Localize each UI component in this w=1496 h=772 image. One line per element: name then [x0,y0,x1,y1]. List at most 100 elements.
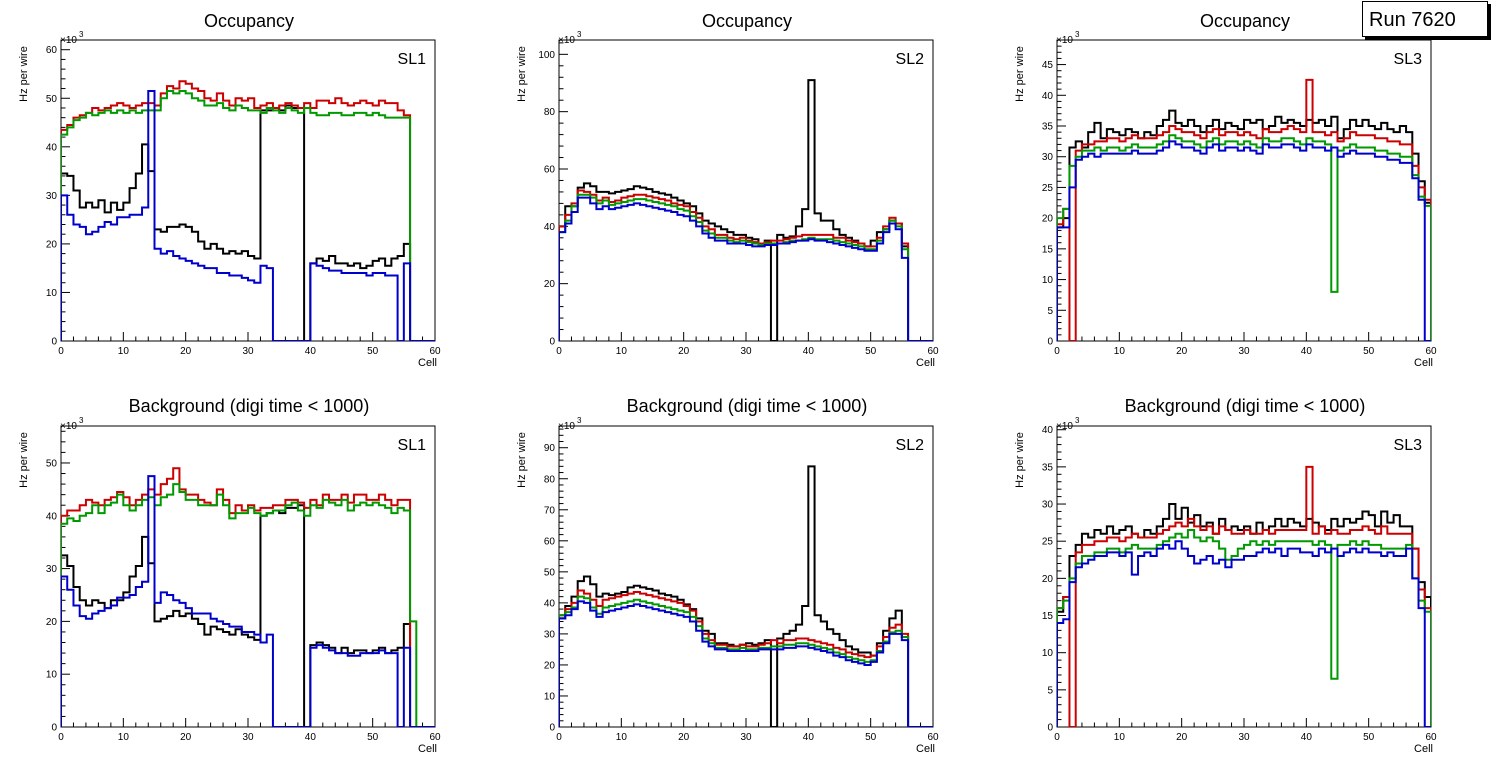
y-tick-label: 10 [544,691,556,702]
chart-panel-occupancy-sl1: Occupancy ×10 3 Hz per wire Cell SL1 0 10… [0,0,498,386]
chart-panel-occupancy-sl2: Occupancy ×10 3 Hz per wire Cell SL2 0 10… [498,0,996,386]
x-tick-label: 20 [180,346,192,357]
y-tick-label: 15 [1042,244,1054,255]
x-tick-label: 60 [1425,732,1437,743]
plot-area: 0 10 20 30 40 50 60 0 5 10 15 20 25 30 35 40 [1042,425,1437,743]
y-tick-label: 50 [46,94,58,105]
x-tick-label: 60 [1425,346,1437,357]
series-green [1057,529,1431,727]
chart-title: Occupancy [702,11,792,31]
y-tick-label: 100 [538,50,555,61]
run-number-label: Run 7620 [1362,1,1488,37]
x-tick-label: 30 [740,732,752,743]
y-axis-label: Hz per wire [516,46,528,102]
x-tick-label: 50 [367,732,379,743]
y-axis-exponent: ×10 3 [558,30,582,46]
plot-area: 0 10 20 30 40 50 60 0 10 20 30 40 50 60 70 80 90 [544,425,939,743]
y-tick-label: 10 [1042,275,1054,286]
x-tick-label: 50 [865,346,877,357]
x-tick-label: 30 [242,346,254,357]
plot-area: 0 10 20 30 40 50 60 0 5 10 15 20 25 30 35 40 45 [1042,39,1437,357]
y-tick-label: 50 [544,567,556,578]
series-green [1057,134,1431,341]
series-blue [559,196,933,341]
x-tick-label: 40 [305,732,317,743]
y-tick-label: 10 [1042,648,1054,659]
exponent-power: 3 [577,30,582,39]
series-blue [1057,140,1431,341]
series-black [61,504,435,727]
y-tick-label: 20 [1042,214,1054,225]
superlayer-tag: SL1 [398,437,427,454]
x-axis-label: Cell [418,357,437,369]
y-axis-label: Hz per wire [18,432,30,488]
x-tick-label: 10 [118,346,130,357]
chart-occupancy-sl2: Occupancy ×10 3 Hz per wire Cell SL2 0 10… [516,11,939,369]
x-tick-label: 60 [927,732,939,743]
x-tick-label: 30 [1238,346,1250,357]
plot-area: 0 10 20 30 40 50 60 0 20 40 60 80 100 [538,39,939,357]
plot-frame [60,39,436,342]
x-axis-label: Cell [916,357,935,369]
plot-frame [1056,39,1432,342]
y-tick-label: 40 [1042,425,1054,436]
exponent-power: 3 [1075,30,1080,39]
x-tick-label: 10 [1114,346,1126,357]
y-tick-label: 80 [544,107,556,118]
x-tick-label: 30 [740,346,752,357]
chart-title: Background (digi time < 1000) [129,396,370,416]
y-tick-label: 10 [46,670,58,681]
series-black [559,79,933,341]
y-tick-label: 60 [46,45,58,56]
exponent-power: 3 [1075,416,1080,425]
y-axis-exponent: ×10 3 [1056,30,1080,46]
x-axis-label: Cell [1414,357,1433,369]
y-tick-label: 30 [544,629,556,640]
series-red [1057,465,1431,727]
x-tick-label: 10 [616,346,628,357]
y-tick-label: 0 [549,723,555,734]
chart-panel-occupancy-sl3: Occupancy ×10 3 Hz per wire Cell SL3 0 10… [996,0,1494,386]
y-axis-label: Hz per wire [1014,46,1026,102]
x-tick-label: 20 [1176,732,1188,743]
exponent-power: 3 [577,416,582,425]
y-tick-label: 5 [1047,306,1053,317]
x-tick-label: 0 [1054,732,1060,743]
chart-background-sl3: Background (digi time < 1000) ×10 3 Hz p… [1014,396,1437,755]
series-blue [1057,540,1431,727]
superlayer-tag: SL3 [1394,437,1423,454]
y-tick-label: 60 [544,536,556,547]
x-tick-label: 40 [803,732,815,743]
x-tick-label: 30 [1238,732,1250,743]
y-tick-label: 10 [46,288,58,299]
chart-panel-background-sl3: Background (digi time < 1000) ×10 3 Hz p… [996,386,1494,772]
y-tick-label: 40 [46,142,58,153]
y-tick-label: 70 [544,505,556,516]
series-red [559,189,933,341]
y-tick-label: 45 [1042,60,1054,71]
plot-frame [60,425,436,728]
x-tick-label: 50 [1363,732,1375,743]
y-tick-label: 80 [544,474,556,485]
series-green [559,595,933,727]
chart-title: Background (digi time < 1000) [1125,396,1366,416]
y-axis-label: Hz per wire [516,432,528,488]
series-red [559,589,933,727]
y-axis-exponent: ×10 3 [60,30,84,46]
x-axis-label: Cell [916,743,935,755]
x-axis-label: Cell [1414,743,1433,755]
x-tick-label: 40 [803,346,815,357]
y-tick-label: 25 [1042,537,1054,548]
x-tick-label: 20 [1176,346,1188,357]
chart-background-sl1: Background (digi time < 1000) ×10 3 Hz p… [18,396,441,755]
y-axis-label: Hz per wire [18,46,30,102]
y-tick-label: 30 [1042,500,1054,511]
y-tick-label: 90 [544,443,556,454]
y-tick-label: 15 [1042,611,1054,622]
x-tick-label: 10 [1114,732,1126,743]
series-blue [61,89,435,341]
series-black [61,104,435,341]
x-tick-label: 40 [1301,732,1313,743]
y-tick-label: 40 [1042,91,1054,102]
x-tick-label: 60 [927,346,939,357]
